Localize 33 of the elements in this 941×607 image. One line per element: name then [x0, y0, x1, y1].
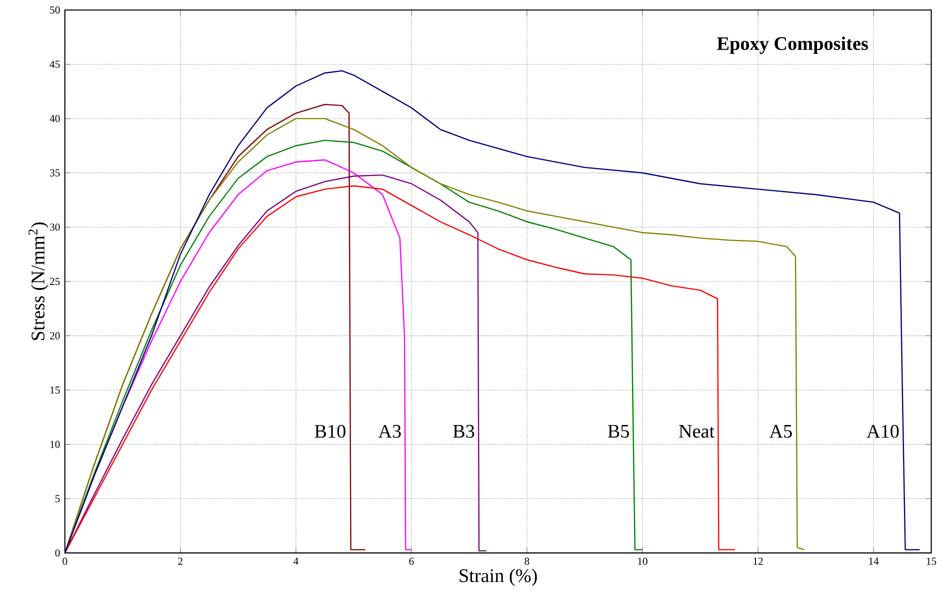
y-tick-label: 50	[50, 6, 60, 14]
y-axis-title: Stress (N/mm$^{2}$)	[28, 222, 48, 340]
line-series	[64, 185, 736, 554]
x-tick-label: 8	[524, 558, 530, 565]
y-tick-label: 20	[50, 332, 60, 340]
y-tick-label: 25	[50, 278, 60, 286]
y-tick-label: 45	[50, 60, 60, 68]
x-tick-label: 10	[638, 558, 648, 565]
y-tick-label: 10	[50, 440, 60, 448]
line-series	[64, 118, 805, 554]
y-tick-label: 30	[50, 224, 60, 231]
series-label: B5	[608, 425, 629, 438]
y-tick-label: 5	[55, 495, 60, 502]
y-tick-label: 0	[55, 549, 60, 557]
annotation: Epoxy Composites	[717, 36, 868, 54]
x-tick-label: 6	[409, 558, 414, 565]
series-label: Neat	[678, 425, 715, 438]
y-tick-label: 40	[50, 115, 60, 122]
line-series	[64, 70, 920, 554]
x-tick-label: 15	[926, 558, 936, 565]
x-tick-label: 12	[754, 558, 763, 565]
y-tick-label: 15	[50, 386, 60, 394]
x-tick-label: 2	[178, 558, 182, 565]
x-tick-label: 0	[62, 558, 68, 565]
series-label: A10	[866, 424, 899, 438]
series-label: B3	[453, 424, 474, 438]
series-label: A3	[378, 424, 401, 438]
y-tick-label: 35	[50, 169, 60, 177]
x-tick-label: 4	[293, 558, 298, 565]
x-axis-title: Strain (%)	[460, 568, 537, 586]
series-label: A5	[769, 424, 792, 438]
series-label: B10	[314, 424, 346, 438]
x-tick-label: 14	[869, 558, 879, 565]
